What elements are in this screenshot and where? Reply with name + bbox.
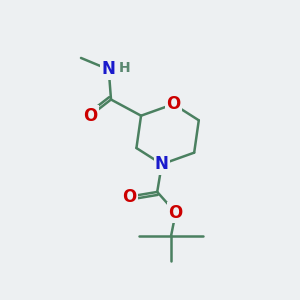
Text: O: O: [83, 107, 97, 125]
Text: N: N: [102, 61, 116, 79]
Text: O: O: [169, 204, 183, 222]
Text: O: O: [122, 188, 136, 206]
Text: N: N: [155, 155, 169, 173]
Text: O: O: [166, 95, 181, 113]
Text: H: H: [118, 61, 130, 75]
